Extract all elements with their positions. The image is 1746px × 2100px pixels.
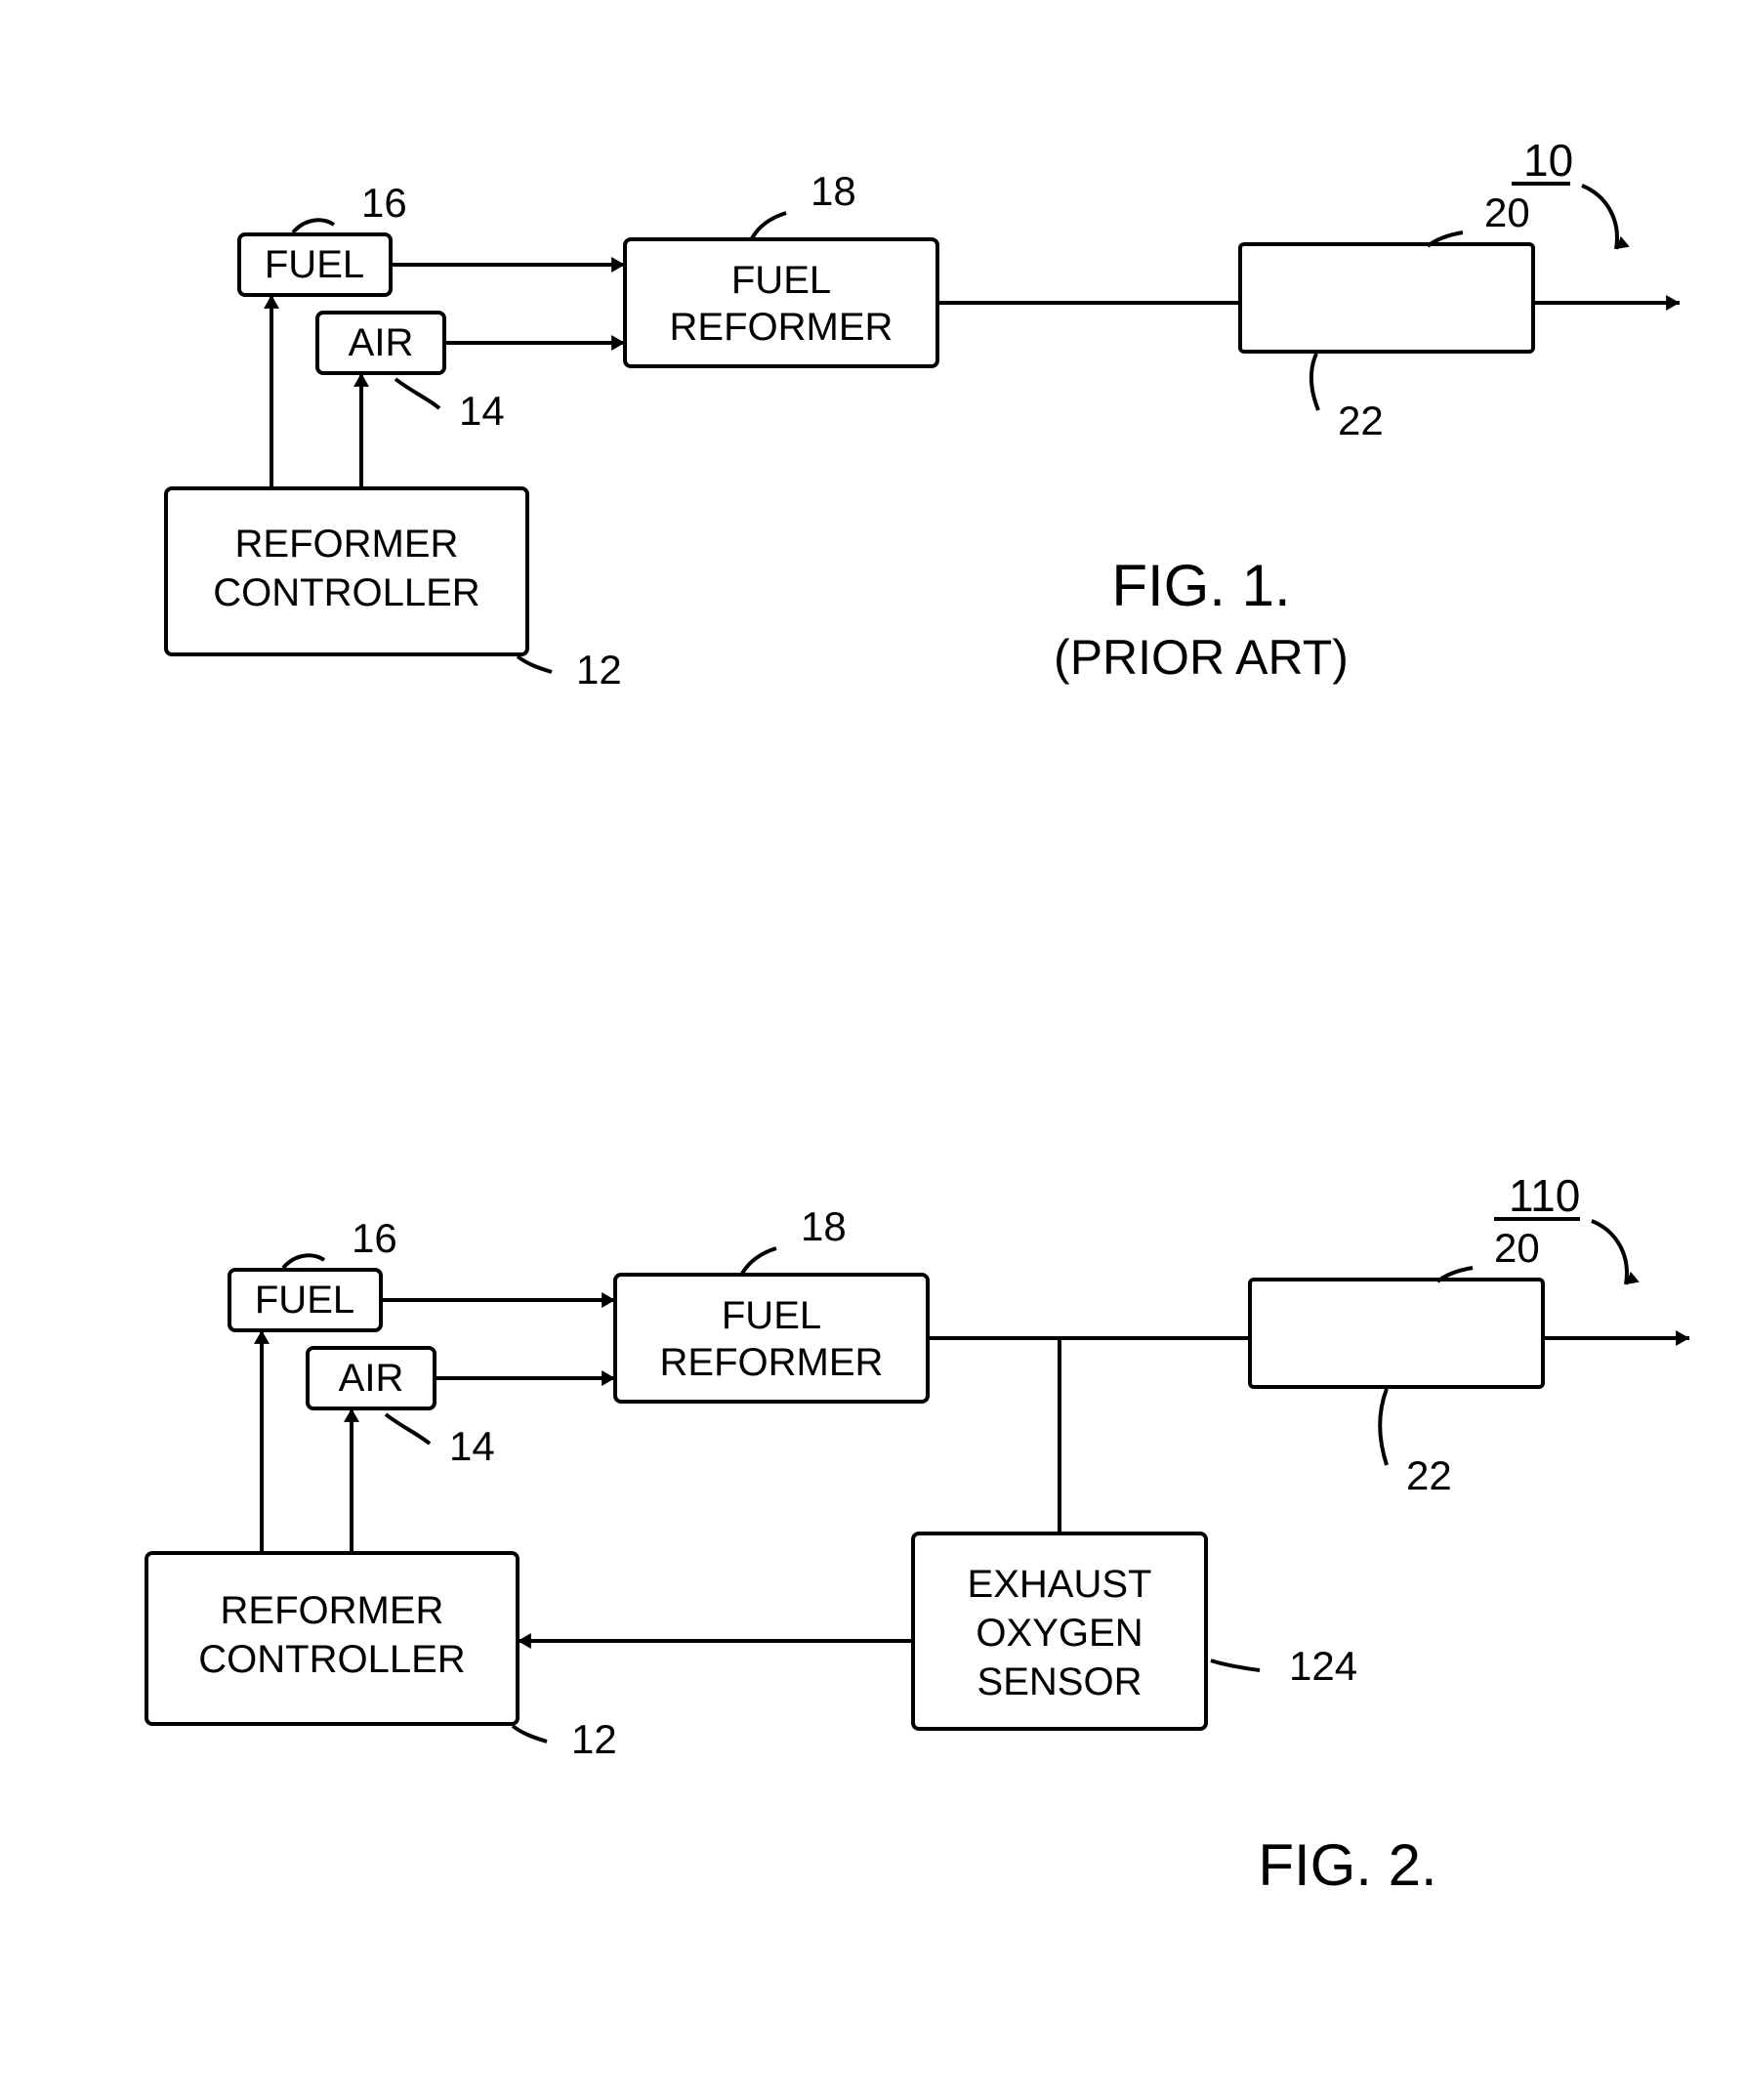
sensor-label-3: SENSOR bbox=[977, 1660, 1143, 1703]
reformer-label-2: REFORMER bbox=[670, 306, 894, 349]
reformer-label-1: FUEL bbox=[731, 259, 831, 302]
ref-14: 14 bbox=[449, 1423, 495, 1469]
ref-18: 18 bbox=[811, 168, 856, 214]
device-20-box bbox=[1250, 1280, 1543, 1387]
arrowhead bbox=[611, 257, 625, 273]
ref-20: 20 bbox=[1494, 1225, 1540, 1271]
ref-12-leader bbox=[518, 656, 552, 672]
ref-12: 12 bbox=[576, 647, 622, 693]
sensor-label-2: OXYGEN bbox=[976, 1612, 1143, 1655]
ref-22: 22 bbox=[1406, 1452, 1452, 1498]
fig1-subcaption: (PRIOR ART) bbox=[1054, 630, 1349, 685]
ref-18-leader bbox=[742, 1248, 776, 1274]
fig2-caption: FIG. 2. bbox=[1258, 1832, 1436, 1898]
sensor-label-1: EXHAUST bbox=[968, 1563, 1152, 1606]
ref-22-leader bbox=[1311, 354, 1318, 410]
reformer-label-1: FUEL bbox=[722, 1294, 821, 1337]
arrowhead bbox=[353, 373, 369, 387]
ref-110: 110 bbox=[1509, 1170, 1580, 1221]
controller-label-2: CONTROLLER bbox=[213, 571, 479, 614]
arrowhead bbox=[602, 1370, 615, 1386]
arrowhead bbox=[264, 295, 279, 309]
ref-12-leader bbox=[513, 1726, 547, 1742]
ref-16: 16 bbox=[361, 180, 407, 226]
fuel-label: FUEL bbox=[265, 243, 364, 286]
ref-12: 12 bbox=[571, 1716, 617, 1762]
ref-124: 124 bbox=[1289, 1643, 1357, 1689]
ref-14-leader bbox=[386, 1414, 430, 1444]
controller-label-1: REFORMER bbox=[235, 523, 459, 566]
controller-label-2: CONTROLLER bbox=[198, 1638, 465, 1681]
ref-22: 22 bbox=[1338, 398, 1384, 443]
ref-14: 14 bbox=[459, 388, 505, 434]
fig1-caption: FIG. 1. bbox=[1111, 553, 1290, 618]
ref-18: 18 bbox=[801, 1203, 847, 1249]
figure-2: FUELAIRFUELREFORMERREFORMERCONTROLLEREXH… bbox=[146, 1170, 1689, 1898]
figure-1: FUELAIRFUELREFORMERREFORMERCONTROLLER161… bbox=[166, 135, 1680, 693]
device-20-box bbox=[1240, 244, 1533, 352]
fuel-label: FUEL bbox=[255, 1279, 354, 1322]
ref-18-leader bbox=[752, 213, 786, 238]
air-label: AIR bbox=[349, 321, 414, 364]
ref-124-leader bbox=[1211, 1660, 1260, 1670]
ref-16-leader bbox=[283, 1255, 324, 1268]
air-label: AIR bbox=[339, 1357, 404, 1400]
arrowhead bbox=[1666, 295, 1680, 311]
controller-label-1: REFORMER bbox=[221, 1589, 444, 1632]
ref-10: 10 bbox=[1523, 135, 1573, 186]
arrowhead bbox=[344, 1408, 359, 1422]
ref-14-leader bbox=[395, 379, 439, 408]
arrowhead bbox=[611, 335, 625, 351]
ref-10-hook bbox=[1582, 186, 1617, 249]
arrowhead bbox=[518, 1633, 531, 1649]
ref-22-leader bbox=[1380, 1389, 1387, 1465]
arrowhead bbox=[254, 1330, 270, 1344]
arrowhead bbox=[602, 1292, 615, 1308]
arrowhead bbox=[1676, 1330, 1689, 1346]
reformer-label-2: REFORMER bbox=[660, 1341, 884, 1384]
ref-16: 16 bbox=[352, 1215, 397, 1261]
ref-110-hook bbox=[1592, 1221, 1627, 1284]
ref-16-leader bbox=[293, 220, 334, 232]
ref-20: 20 bbox=[1484, 189, 1530, 235]
